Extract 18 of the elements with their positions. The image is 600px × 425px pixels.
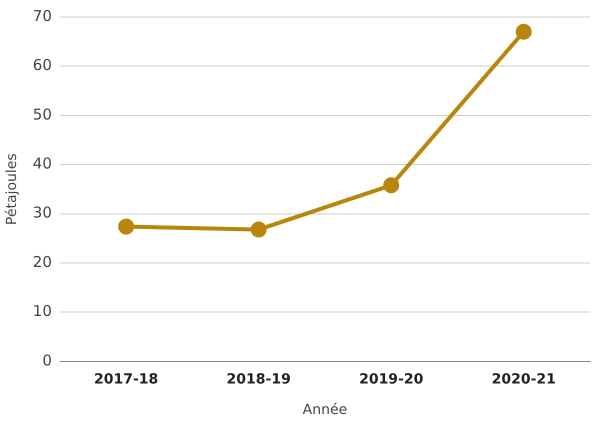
- x-axis-title: Année: [302, 402, 348, 418]
- y-axis-title: Pétajoules: [4, 153, 20, 226]
- y-tick-label: 40: [32, 154, 52, 172]
- y-tick-label: 60: [32, 56, 52, 74]
- x-tick-label: 2017-18: [94, 371, 158, 388]
- x-tick-label: 2018-19: [226, 371, 291, 388]
- point: [383, 177, 400, 194]
- point: [118, 218, 134, 235]
- x-tick-label: 2019-20: [359, 371, 424, 388]
- y-tick-label: 10: [32, 302, 52, 320]
- y-tick-label: 50: [32, 105, 52, 124]
- y-tick-label: 20: [32, 252, 52, 271]
- y-tick-label: 0: [42, 351, 52, 370]
- point: [250, 222, 267, 238]
- x-tick-label: 2020-21: [492, 371, 556, 388]
- y-tick-label: 30: [32, 204, 52, 222]
- point: [516, 24, 532, 40]
- y-tick-label: 70: [32, 6, 52, 25]
